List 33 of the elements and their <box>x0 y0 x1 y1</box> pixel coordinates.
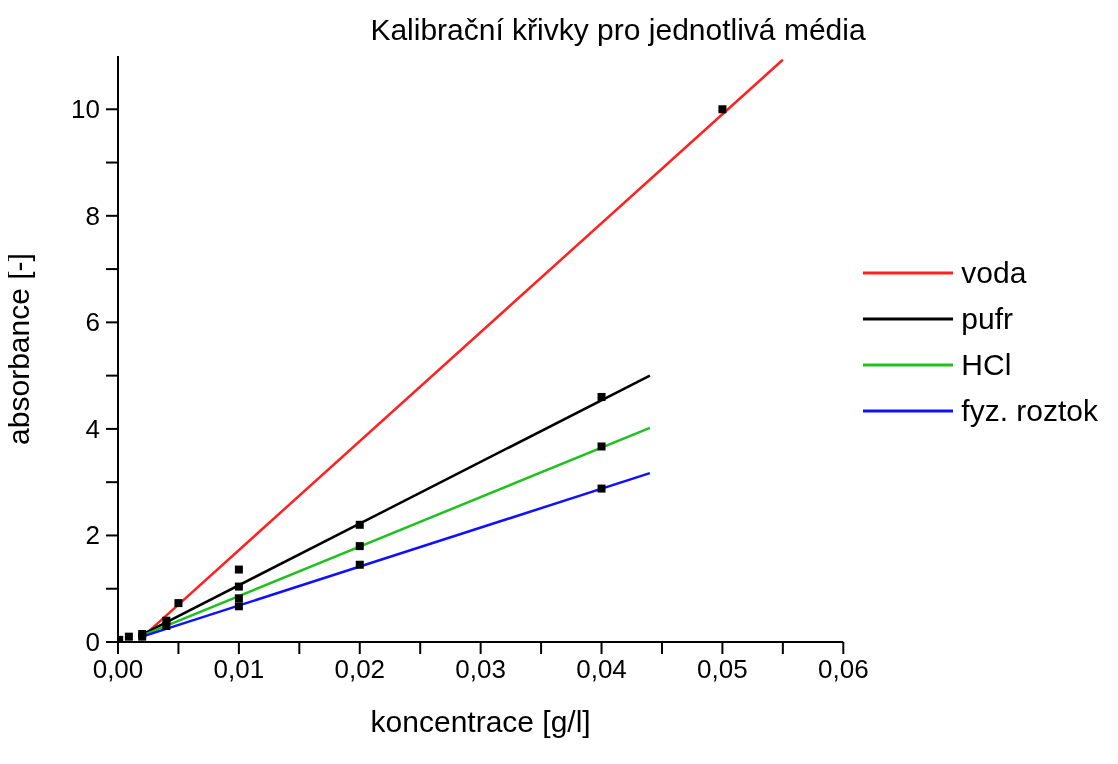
y-tick-label: 4 <box>85 413 100 444</box>
x-tick-label: 0,06 <box>817 654 869 684</box>
x-tick-label: 0,02 <box>334 654 386 684</box>
point <box>234 594 243 603</box>
y-tick-label: 0 <box>85 627 100 657</box>
point <box>124 632 133 641</box>
point <box>234 602 243 611</box>
x-tick-label: 0,01 <box>213 654 265 684</box>
y-tick-label: 6 <box>85 307 100 338</box>
legend-label: fyz. roztok <box>961 394 1098 428</box>
x-axis-title: koncentrace [g/l] <box>370 705 591 738</box>
point <box>162 622 171 631</box>
point <box>174 599 183 608</box>
point <box>597 484 606 493</box>
point <box>597 442 606 451</box>
legend-label: voda <box>961 256 1027 290</box>
x-tick-label: 0,04 <box>576 654 627 684</box>
point <box>355 520 364 529</box>
point <box>355 542 364 551</box>
y-tick-label: 10 <box>71 94 100 125</box>
point <box>355 560 364 569</box>
x-tick-label: 0,00 <box>92 654 144 684</box>
y-tick-label: 2 <box>85 520 100 551</box>
chart-title: Kalibrační křivky pro jednotlivá média <box>369 12 867 48</box>
legend-label: HCl <box>961 348 1012 382</box>
point <box>234 582 243 591</box>
point <box>597 392 606 401</box>
legend-label: pufr <box>961 302 1013 336</box>
point <box>718 105 727 114</box>
y-tick-label: 8 <box>85 200 100 231</box>
point <box>234 565 243 574</box>
x-tick-label: 0,03 <box>455 654 506 684</box>
x-tick-label: 0,05 <box>697 654 748 684</box>
